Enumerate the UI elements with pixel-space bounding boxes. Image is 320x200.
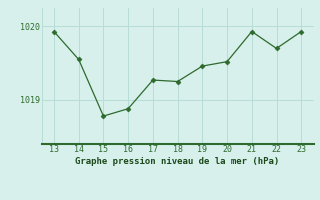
X-axis label: Graphe pression niveau de la mer (hPa): Graphe pression niveau de la mer (hPa) [76,157,280,166]
